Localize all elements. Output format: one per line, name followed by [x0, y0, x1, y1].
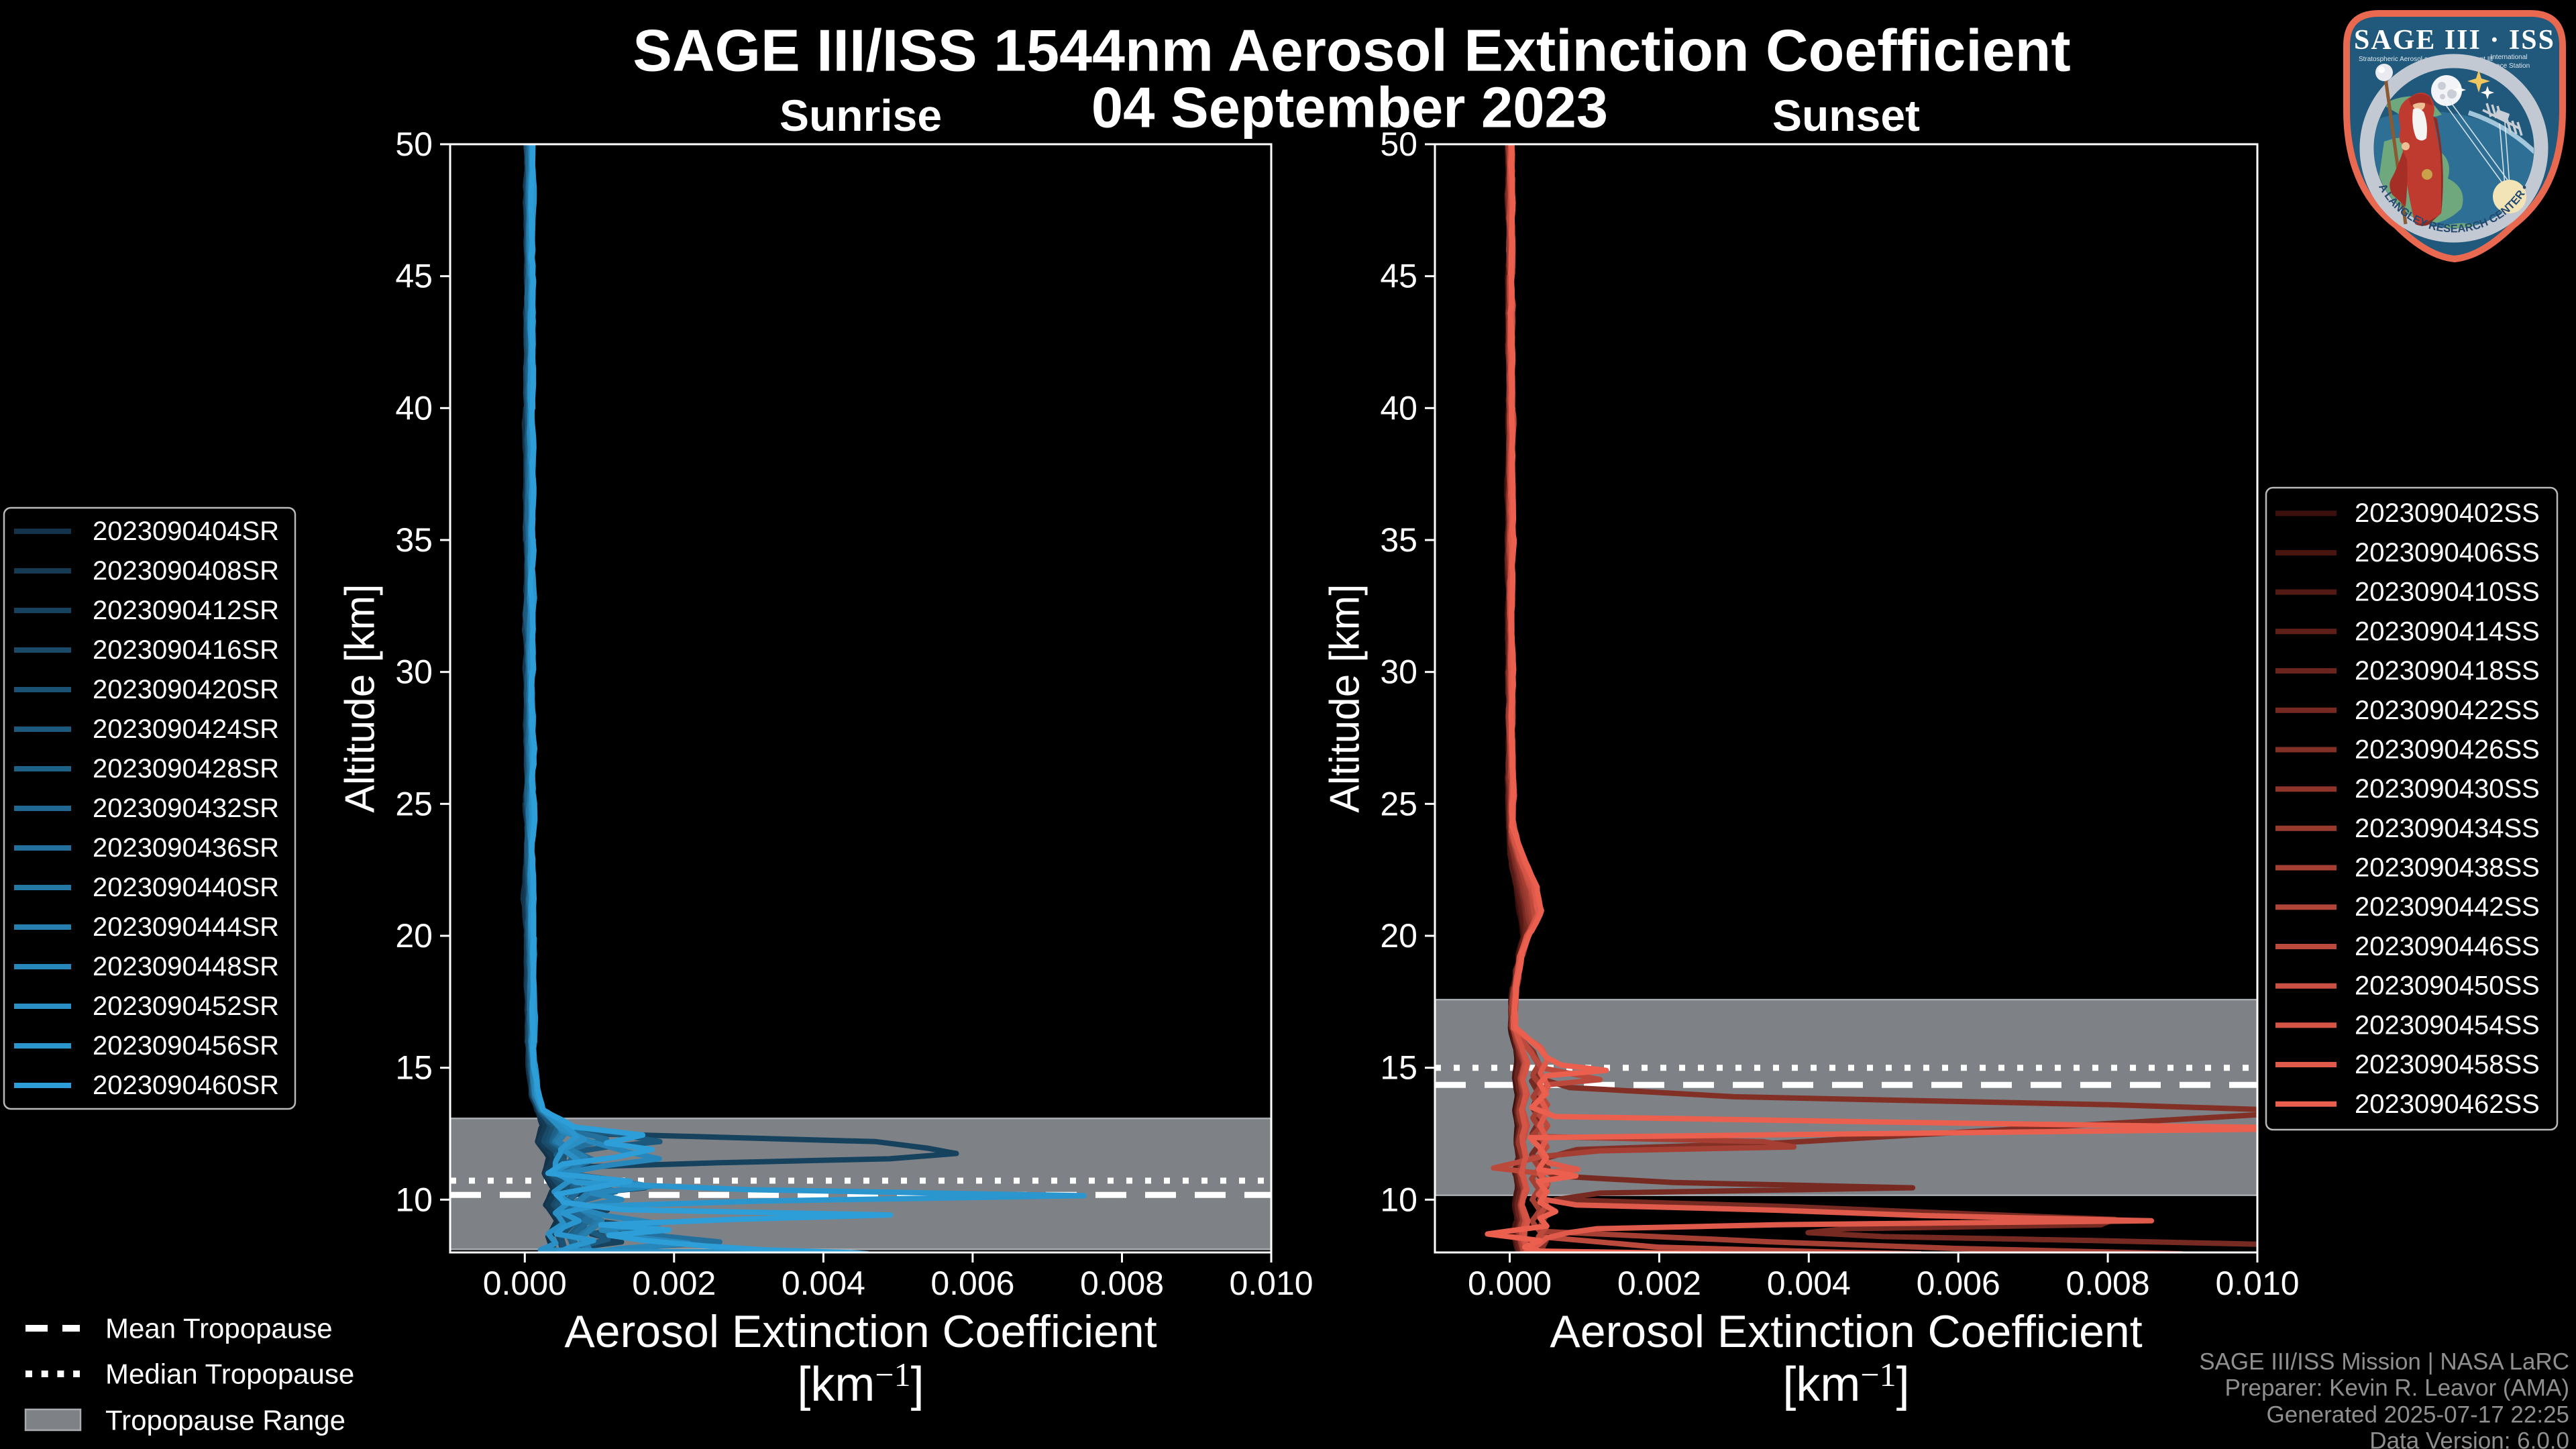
svg-text:30: 30	[1380, 653, 1417, 691]
svg-text:2023090406SS: 2023090406SS	[2355, 538, 2540, 568]
svg-text:2023090442SS: 2023090442SS	[2355, 892, 2540, 922]
svg-text:Altitude [km]: Altitude [km]	[1322, 584, 1368, 812]
svg-text:Mean Tropopause: Mean Tropopause	[105, 1313, 333, 1344]
svg-text:2023090450SS: 2023090450SS	[2355, 971, 2540, 1001]
svg-text:04 September 2023: 04 September 2023	[1091, 76, 1608, 140]
svg-text:0.004: 0.004	[1767, 1265, 1851, 1302]
svg-text:40: 40	[395, 389, 433, 427]
svg-text:Preparer: Kevin R. Leavor (AMA: Preparer: Kevin R. Leavor (AMA)	[2224, 1375, 2569, 1401]
svg-text:0.010: 0.010	[2215, 1265, 2299, 1302]
svg-text:45: 45	[395, 258, 433, 295]
svg-text:2023090428SR: 2023090428SR	[93, 754, 279, 784]
svg-text:0.000: 0.000	[1468, 1265, 1552, 1302]
svg-text:0.002: 0.002	[632, 1265, 716, 1302]
svg-text:2023090430SS: 2023090430SS	[2355, 774, 2540, 804]
svg-text:Data Version: 6.0.0: Data Version: 6.0.0	[2369, 1428, 2569, 1449]
svg-text:0.008: 0.008	[2066, 1265, 2150, 1302]
svg-text:2023090446SS: 2023090446SS	[2355, 932, 2540, 961]
svg-text:2023090454SS: 2023090454SS	[2355, 1010, 2540, 1040]
svg-text:2023090416SR: 2023090416SR	[93, 635, 279, 665]
svg-text:[km−1]: [km−1]	[1782, 1356, 1909, 1411]
svg-text:2023090462SS: 2023090462SS	[2355, 1089, 2540, 1119]
svg-text:45: 45	[1380, 258, 1417, 295]
svg-text:2023090402SS: 2023090402SS	[2355, 498, 2540, 528]
svg-text:20: 20	[395, 917, 433, 955]
svg-text:Space Station: Space Station	[2488, 62, 2530, 70]
svg-text:2023090410SS: 2023090410SS	[2355, 578, 2540, 607]
svg-text:2023090420SR: 2023090420SR	[93, 675, 279, 704]
svg-text:2023090438SS: 2023090438SS	[2355, 853, 2540, 883]
svg-text:Median Tropopause: Median Tropopause	[105, 1358, 354, 1390]
svg-text:35: 35	[1380, 521, 1417, 559]
svg-text:2023090460SR: 2023090460SR	[93, 1071, 279, 1100]
svg-text:0.008: 0.008	[1080, 1265, 1164, 1302]
svg-text:2023090432SR: 2023090432SR	[93, 794, 279, 823]
svg-text:2023090412SR: 2023090412SR	[93, 596, 279, 625]
svg-text:International: International	[2490, 54, 2527, 61]
svg-text:0.000: 0.000	[483, 1265, 567, 1302]
svg-text:Aerosol Extinction Coefficient: Aerosol Extinction Coefficient	[1550, 1306, 2142, 1357]
svg-text:35: 35	[395, 521, 433, 559]
svg-text:2023090424SR: 2023090424SR	[93, 714, 279, 744]
svg-text:Altitude [km]: Altitude [km]	[337, 584, 384, 812]
svg-text:SAGE III · ISS: SAGE III · ISS	[2354, 25, 2555, 56]
svg-text:2023090414SS: 2023090414SS	[2355, 616, 2540, 646]
svg-text:Aerosol Extinction Coefficient: Aerosol Extinction Coefficient	[564, 1306, 1157, 1357]
svg-text:2023090456SR: 2023090456SR	[93, 1031, 279, 1061]
svg-text:10: 10	[1380, 1181, 1417, 1218]
svg-text:0.002: 0.002	[1617, 1265, 1701, 1302]
svg-text:50: 50	[1380, 125, 1417, 163]
svg-text:40: 40	[1380, 389, 1417, 427]
svg-text:2023090434SS: 2023090434SS	[2355, 814, 2540, 843]
svg-text:2023090440SR: 2023090440SR	[93, 873, 279, 902]
svg-text:2023090448SR: 2023090448SR	[93, 952, 279, 981]
svg-text:2023090452SR: 2023090452SR	[93, 991, 279, 1021]
svg-text:0.010: 0.010	[1229, 1265, 1313, 1302]
svg-text:30: 30	[395, 653, 433, 691]
svg-text:Sunrise: Sunrise	[780, 91, 942, 140]
svg-text:10: 10	[395, 1181, 433, 1218]
svg-text:SAGE III/ISS Mission | NASA La: SAGE III/ISS Mission | NASA LaRC	[2199, 1349, 2569, 1375]
svg-text:2023090418SS: 2023090418SS	[2355, 656, 2540, 686]
svg-text:2023090408SR: 2023090408SR	[93, 556, 279, 586]
svg-text:50: 50	[395, 125, 433, 163]
svg-text:2023090404SR: 2023090404SR	[93, 517, 279, 546]
svg-text:Generated 2025-07-17 22:25: Generated 2025-07-17 22:25	[2267, 1402, 2569, 1428]
svg-text:2023090436SR: 2023090436SR	[93, 833, 279, 863]
svg-text:2023090426SS: 2023090426SS	[2355, 735, 2540, 765]
svg-text:15: 15	[395, 1049, 433, 1087]
svg-text:[km−1]: [km−1]	[797, 1356, 924, 1411]
svg-text:Sunset: Sunset	[1772, 91, 1920, 140]
svg-text:2023090458SS: 2023090458SS	[2355, 1050, 2540, 1079]
svg-text:SAGE III/ISS 1544nm Aerosol Ex: SAGE III/ISS 1544nm Aerosol Extinction C…	[633, 17, 2070, 84]
svg-text:25: 25	[395, 785, 433, 822]
svg-text:25: 25	[1380, 785, 1417, 822]
svg-text:0.006: 0.006	[1917, 1265, 2000, 1302]
svg-text:0.006: 0.006	[930, 1265, 1014, 1302]
svg-text:20: 20	[1380, 917, 1417, 955]
svg-text:2023090444SR: 2023090444SR	[93, 912, 279, 942]
svg-text:2023090422SS: 2023090422SS	[2355, 696, 2540, 725]
svg-text:0.004: 0.004	[782, 1265, 865, 1302]
svg-text:15: 15	[1380, 1049, 1417, 1087]
svg-text:Tropopause Range: Tropopause Range	[105, 1405, 345, 1436]
